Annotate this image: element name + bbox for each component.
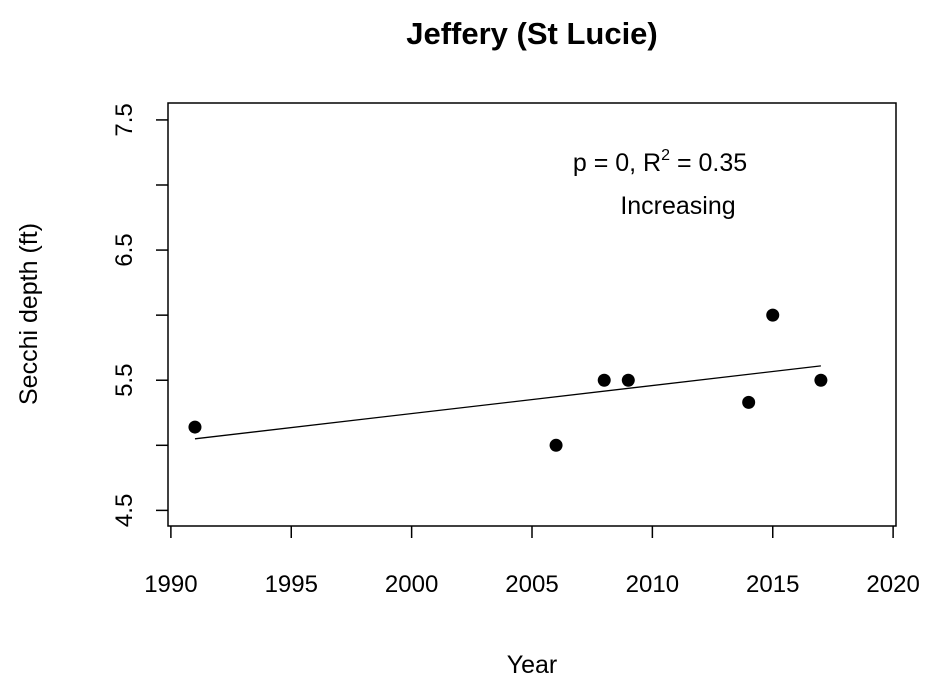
stat-text: = 0.35 — [670, 149, 747, 177]
x-tick-label: 1995 — [265, 571, 318, 598]
y-tick-label: 6.5 — [111, 233, 138, 266]
y-tick-label: 7.5 — [111, 103, 138, 136]
stat-text: p = 0, R — [573, 149, 661, 177]
x-tick-label: 2015 — [746, 571, 799, 598]
point — [549, 438, 563, 452]
x-tick-label: 2000 — [385, 571, 438, 598]
chart-title: Jeffery (St Lucie) — [406, 16, 658, 51]
y-axis-label: Secchi depth (ft) — [15, 223, 43, 405]
stat-superscript: 2 — [661, 147, 670, 164]
y-tick-label: 4.5 — [111, 494, 138, 527]
x-tick-label: 2005 — [505, 571, 558, 598]
point — [814, 373, 828, 387]
trend-label: Increasing — [620, 192, 735, 220]
point — [621, 373, 635, 387]
point — [597, 373, 611, 387]
x-tick-label: 1990 — [144, 571, 197, 598]
y-tick-label: 5.5 — [111, 364, 138, 397]
x-tick-label: 2010 — [626, 571, 679, 598]
x-axis-label: Year — [507, 651, 558, 679]
trend-line — [194, 365, 821, 440]
point — [766, 308, 780, 322]
stat-annotation: p = 0, R2 = 0.35 — [573, 147, 747, 177]
point — [742, 395, 756, 409]
x-tick-label: 2020 — [866, 571, 919, 598]
point — [188, 420, 202, 434]
